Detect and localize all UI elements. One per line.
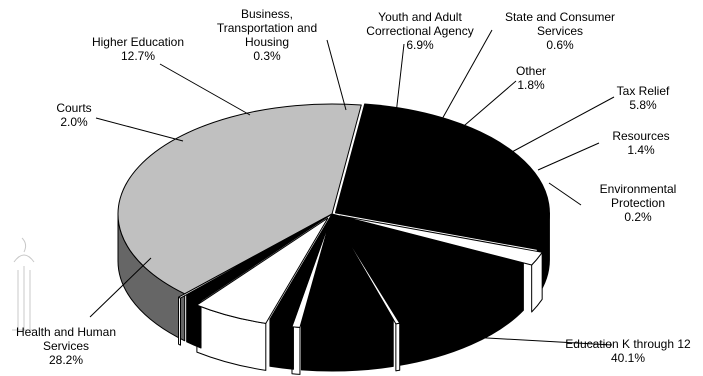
slice-percent: 5.8% — [629, 98, 657, 112]
slice-percent: 28.2% — [49, 353, 83, 367]
slice-name: Other — [516, 64, 546, 78]
leader-line — [89, 257, 152, 318]
slice-label: Education K through 12 40.1% — [565, 337, 691, 365]
pie-slice — [196, 217, 329, 324]
leader-line — [159, 63, 251, 116]
slice-label: Higher Education 12.7% — [92, 35, 184, 63]
leader-line — [395, 43, 405, 115]
slice-percent: 1.8% — [517, 78, 545, 92]
pie-slice — [331, 213, 524, 320]
pie-slice — [334, 103, 550, 250]
pie-slice — [339, 215, 543, 266]
slice-name: Health and Human — [16, 325, 116, 339]
pie-tops — [117, 103, 550, 328]
slice-name: Youth and Adult — [378, 10, 462, 24]
slice-percent: 0.2% — [624, 210, 652, 224]
slice-label: Other 1.8% — [516, 64, 546, 92]
leader-line — [326, 39, 347, 111]
slice-percent: 1.4% — [627, 143, 655, 157]
slice-percent: 6.9% — [406, 38, 434, 52]
slice-name: Resources — [612, 129, 669, 143]
slice-labels: Education K through 12 40.1% Health and Hu… — [16, 7, 691, 367]
slice-label: State and Consumer Services 0.6% — [505, 10, 615, 52]
slice-name: State and Consumer — [505, 10, 615, 24]
slice-name: Correctional Agency — [366, 24, 473, 38]
slice-name: Protection — [611, 196, 665, 210]
pie-sides — [117, 212, 550, 375]
pie-slice-side — [300, 318, 394, 372]
slice-name: Tax Relief — [617, 84, 670, 98]
pie-slice — [269, 213, 333, 323]
slice-label: Health and Human Services 28.2% — [16, 325, 116, 367]
slice-name: Services — [43, 339, 89, 353]
slice-percent: 40.1% — [611, 351, 645, 365]
pie-slice-side — [395, 322, 401, 372]
pie-slice — [117, 103, 362, 295]
leader-line — [457, 80, 517, 132]
slice-label: Resources 1.4% — [612, 129, 669, 157]
leader-line — [509, 96, 615, 154]
pie-slice — [334, 217, 401, 325]
slice-name: Courts — [56, 101, 91, 115]
slice-name: Business, — [241, 7, 293, 21]
slice-percent: 0.3% — [253, 49, 281, 63]
slice-name: Transportation and — [217, 21, 317, 35]
pie-slice-side — [269, 318, 294, 370]
slice-label: Youth and Adult Correctional Agency 6.9% — [366, 10, 473, 52]
pie-slice — [178, 216, 327, 299]
leader-line — [451, 335, 613, 346]
leader-line — [548, 182, 582, 206]
slice-percent: 0.6% — [546, 38, 574, 52]
slice-name: Services — [537, 24, 583, 38]
pie-slice-side — [178, 296, 181, 346]
leader-line — [440, 29, 493, 122]
slice-label: Courts 2.0% — [56, 101, 91, 129]
slice-percent: 12.7% — [121, 49, 155, 63]
leader-line — [95, 117, 184, 142]
leader-lines — [89, 29, 615, 346]
slice-label: Business, Transportation and Housing 0.3% — [217, 7, 317, 63]
seal-watermark — [12, 237, 36, 331]
slice-percent: 2.0% — [60, 115, 88, 129]
leader-line — [537, 142, 600, 171]
slice-name: Housing — [245, 35, 289, 49]
slice-name: Higher Education — [92, 35, 184, 49]
pie-slice-side — [186, 294, 202, 349]
slice-label: Environmental Protection 0.2% — [600, 182, 677, 224]
slice-label: Tax Relief 5.8% — [617, 84, 670, 112]
slice-name: Education K through 12 — [565, 337, 691, 351]
slice-name: Environmental — [600, 182, 677, 196]
